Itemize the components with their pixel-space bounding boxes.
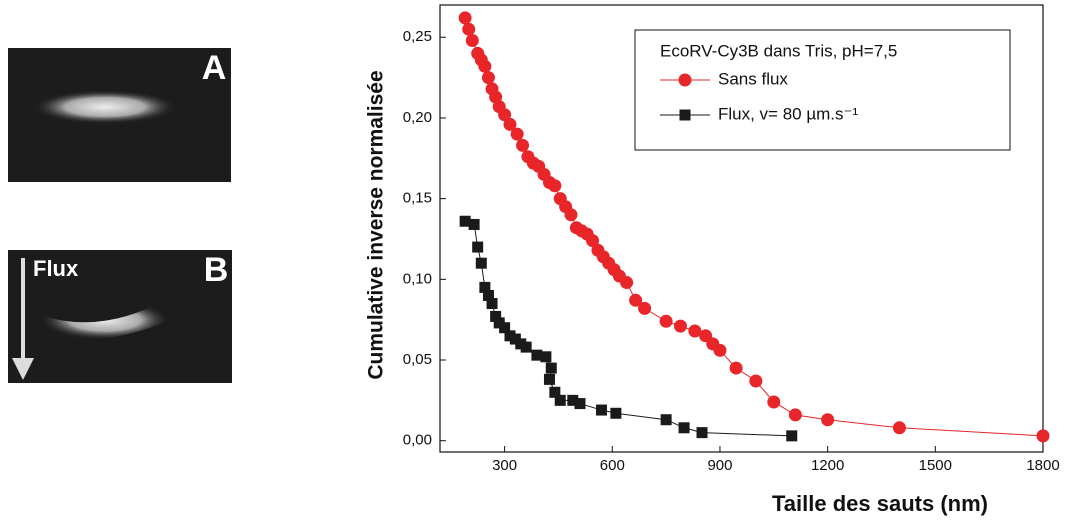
molecule [33, 90, 177, 124]
legend-title: EcoRV-Cy3B dans Tris, pH=7,5 [660, 41, 897, 60]
y-tick-label: 0,05 [403, 351, 432, 368]
x-tick-label: 1500 [919, 457, 952, 474]
marker [543, 373, 555, 385]
marker [788, 408, 802, 422]
marker [459, 215, 471, 227]
marker [490, 310, 502, 322]
marker [660, 414, 672, 426]
x-axis-label: Taille des sauts (nm) [772, 491, 988, 516]
marker [503, 117, 517, 131]
marker [821, 413, 835, 427]
marker [673, 319, 687, 333]
marker [482, 289, 494, 301]
marker [567, 394, 579, 406]
marker [468, 218, 480, 230]
legend-label: Flux, v= 80 µm.s⁻¹ [718, 104, 858, 123]
marker [481, 71, 495, 85]
chart: Taille des sauts (nm) Cumulative inverse… [365, 4, 1044, 516]
marker [531, 349, 543, 361]
x-tick-label: 300 [492, 457, 517, 474]
y-tick-label: 0,25 [403, 28, 432, 45]
marker [540, 351, 552, 363]
marker [749, 374, 763, 388]
marker [696, 427, 708, 439]
marker [564, 208, 578, 222]
marker [574, 398, 586, 410]
marker [659, 314, 673, 328]
marker [610, 407, 622, 419]
marker [729, 361, 743, 375]
series-line [464, 220, 792, 437]
arrow-label: Flux [33, 256, 79, 281]
marker [472, 241, 484, 253]
plot-frame [439, 4, 1044, 453]
marker [458, 11, 472, 25]
marker [545, 362, 557, 374]
x-tick-label: 600 [600, 457, 625, 474]
marker [786, 430, 798, 442]
marker [678, 422, 690, 434]
panel-b: Flux B [8, 250, 232, 383]
marker [465, 34, 479, 48]
legend-label: Sans flux [718, 69, 788, 88]
marker [679, 109, 691, 121]
marker [479, 281, 491, 293]
marker [520, 341, 532, 353]
marker [586, 234, 600, 248]
marker [554, 394, 566, 406]
marker [462, 22, 476, 36]
marker [1036, 429, 1050, 443]
molecule [40, 300, 170, 340]
marker [713, 343, 727, 357]
marker [638, 301, 652, 315]
y-tick-label: 0,10 [403, 270, 432, 287]
y-axis-label: Cumulative inverse normalisée [365, 70, 388, 379]
panel-label: B [204, 251, 229, 289]
arrow-head [12, 358, 34, 380]
legend [634, 29, 1011, 151]
y-tick-label: 0,00 [403, 432, 432, 449]
image [8, 250, 232, 383]
marker [620, 276, 634, 290]
marker [499, 322, 511, 334]
marker [498, 108, 512, 122]
marker [475, 257, 487, 269]
marker [596, 404, 608, 416]
marker [486, 298, 498, 310]
x-tick-label: 1200 [811, 457, 844, 474]
marker [629, 293, 643, 307]
marker [678, 73, 692, 87]
marker [549, 386, 561, 398]
marker [688, 324, 702, 338]
y-tick-label: 0,20 [403, 109, 432, 126]
x-tick-label: 1800 [1026, 457, 1059, 474]
marker [892, 421, 906, 435]
marker [510, 127, 524, 141]
x-tick-label: 900 [707, 457, 732, 474]
marker [478, 59, 492, 73]
panel-label: A [202, 49, 227, 87]
marker [516, 138, 530, 152]
marker [548, 179, 562, 193]
marker [767, 395, 781, 409]
y-tick-label: 0,15 [403, 190, 432, 207]
panel-a: A [8, 48, 231, 182]
